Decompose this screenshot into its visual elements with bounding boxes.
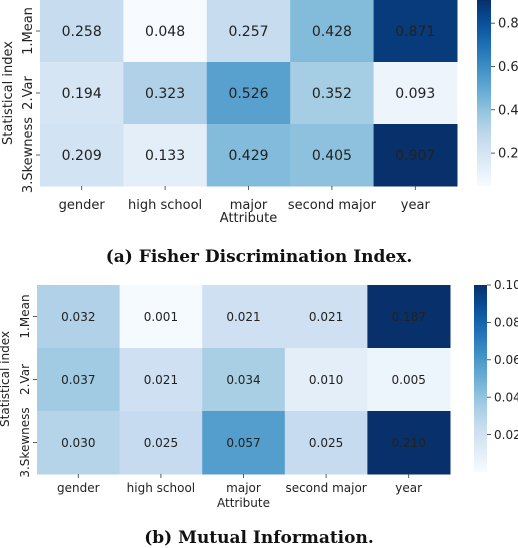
y-axis-label: Statistical index xyxy=(0,331,12,427)
heatmap-cell xyxy=(206,62,291,125)
cell-value-label: 0.209 xyxy=(62,148,102,164)
cell-value-label: 0.034 xyxy=(226,373,260,387)
x-axis-label: Attribute xyxy=(217,496,270,510)
heatmap-cell xyxy=(40,124,124,187)
y-tick-label: 1.Mean xyxy=(21,7,36,55)
cell-value-label: 0.037 xyxy=(61,373,95,387)
cell-value-label: 0.093 xyxy=(395,86,435,102)
x-tick-label: high school xyxy=(127,481,195,495)
y-axis-label: Statistical index xyxy=(1,41,16,145)
colorbar-tick-label: 0.02 xyxy=(494,428,518,442)
heatmap-cell xyxy=(37,411,121,475)
cell-value-label: 0.005 xyxy=(392,373,426,387)
cell-value-label: 0.030 xyxy=(61,436,95,450)
y-tick-label: 2.Var xyxy=(18,364,32,395)
heatmap-cell xyxy=(119,411,203,475)
cell-value-label: 0.048 xyxy=(145,24,185,40)
x-tick-label: gender xyxy=(59,198,106,213)
y-tick-label: 3.Skewness xyxy=(21,117,36,193)
colorbar xyxy=(474,285,487,472)
colorbar-tick-label: 0.8 xyxy=(498,17,518,32)
heatmap-cell xyxy=(373,0,458,63)
heatmap-cell xyxy=(202,411,286,475)
x-tick-label: second major xyxy=(285,481,366,495)
y-tick-label: 3.Skewness xyxy=(18,407,32,477)
cell-value-label: 0.025 xyxy=(309,436,343,450)
cell-value-label: 0.352 xyxy=(312,86,352,102)
heatmap-cell xyxy=(202,285,286,349)
cell-value-label: 0.021 xyxy=(144,373,178,387)
figure-caption: (a) Fisher Discrimination Index. xyxy=(106,247,413,267)
colorbar-tick-label: 0.6 xyxy=(498,60,518,75)
colorbar xyxy=(477,0,491,186)
heatmap-mutual-info: 0.032 0.001 0.021 0.021 0.187 0.037 0.021 0.034… xyxy=(0,278,518,548)
heatmap-cell xyxy=(373,62,458,125)
colorbar-tick-label: 0.08 xyxy=(494,316,518,330)
cell-value-label: 0.428 xyxy=(312,24,352,40)
cell-value-label: 0.194 xyxy=(62,86,102,102)
heatmap-cell xyxy=(367,285,451,349)
heatmap-cell xyxy=(206,0,291,63)
heatmap-cell xyxy=(206,124,291,187)
x-tick-label: major xyxy=(226,481,261,495)
heatmap-cell xyxy=(367,411,451,475)
cell-value-label: 0.032 xyxy=(61,310,95,324)
cell-value-label: 0.871 xyxy=(395,24,435,40)
cell-value-label: 0.001 xyxy=(144,310,178,324)
cell-value-label: 0.057 xyxy=(226,436,260,450)
x-tick-label: major xyxy=(230,198,268,213)
cell-value-label: 0.257 xyxy=(228,24,268,40)
heatmap-cell xyxy=(373,124,458,187)
heatmap-cell xyxy=(40,62,124,125)
heatmap-cell xyxy=(123,124,208,187)
x-tick-label: gender xyxy=(57,481,100,495)
colorbar-tick-label: 0.04 xyxy=(494,390,518,404)
cell-value-label: 0.526 xyxy=(228,86,268,102)
heatmap-cell xyxy=(284,348,368,412)
cell-value-label: 0.187 xyxy=(392,310,426,324)
heatmap-cell xyxy=(367,348,451,412)
cell-value-label: 0.405 xyxy=(312,148,352,164)
colorbar-tick-label: 0.06 xyxy=(494,353,518,367)
cell-value-label: 0.323 xyxy=(145,86,185,102)
cell-value-label: 0.429 xyxy=(228,148,268,164)
colorbar-tick-label: 0.2 xyxy=(498,147,518,162)
y-tick-label: 2.Var xyxy=(21,76,36,110)
heatmap-cell xyxy=(123,62,208,125)
heatmap-cell xyxy=(284,411,368,475)
figure-caption: (b) Mutual Information. xyxy=(144,528,374,548)
heatmap-cell xyxy=(119,285,203,349)
heatmap-cell xyxy=(290,0,375,63)
cell-value-label: 0.010 xyxy=(309,373,343,387)
cell-value-label: 0.907 xyxy=(395,148,435,164)
heatmap-cell xyxy=(202,348,286,412)
cell-value-label: 0.210 xyxy=(392,436,426,450)
y-tick-label: 1.Mean xyxy=(18,294,32,338)
heatmap-cell xyxy=(290,62,375,125)
cell-value-label: 0.025 xyxy=(144,436,178,450)
heatmap-fisher: 0.258 0.048 0.257 0.428 0.871 0.194 0.323 0.526… xyxy=(1,0,518,267)
heatmap-cell xyxy=(37,285,121,349)
colorbar-tick-label: 0.4 xyxy=(498,103,518,118)
heatmap-cell xyxy=(284,285,368,349)
x-axis-label: Attribute xyxy=(220,211,277,226)
heatmap-cell xyxy=(40,0,124,63)
heatmap-cell xyxy=(37,348,121,412)
colorbar-tick-label: 0.10 xyxy=(494,278,518,292)
cell-value-label: 0.021 xyxy=(309,310,343,324)
heatmap-cell xyxy=(119,348,203,412)
heatmap-cell xyxy=(123,0,208,63)
heatmap-cell xyxy=(290,124,375,187)
x-tick-label: year xyxy=(401,198,431,213)
cell-value-label: 0.258 xyxy=(62,24,102,40)
x-tick-label: year xyxy=(395,481,422,495)
cell-value-label: 0.021 xyxy=(226,310,260,324)
cell-value-label: 0.133 xyxy=(145,148,185,164)
x-tick-label: high school xyxy=(128,198,202,213)
x-tick-label: second major xyxy=(288,198,377,213)
